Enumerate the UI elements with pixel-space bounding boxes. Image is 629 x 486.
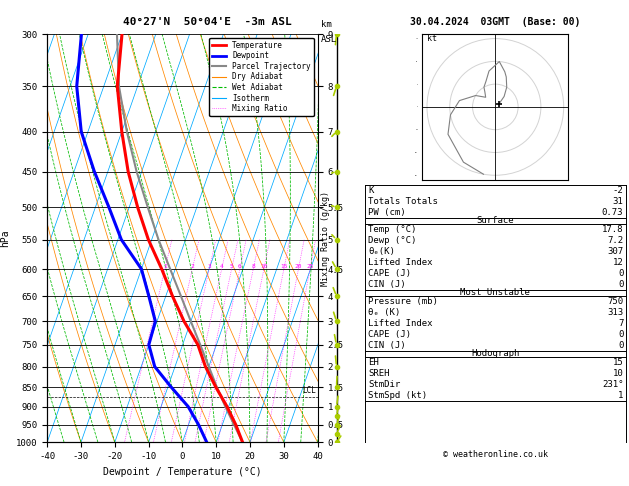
Text: -2: -2 [613,186,623,195]
Text: Most Unstable: Most Unstable [460,288,530,297]
Text: ASL: ASL [321,35,337,44]
Text: PW (cm): PW (cm) [368,208,406,217]
Text: K: K [368,186,374,195]
Text: 10: 10 [613,369,623,378]
Text: CIN (J): CIN (J) [368,280,406,289]
Text: EH: EH [368,358,379,367]
Text: 10: 10 [260,264,268,269]
Text: CAPE (J): CAPE (J) [368,330,411,339]
Text: 8: 8 [252,264,255,269]
Text: 25: 25 [306,264,314,269]
Text: 40°27'N  50°04'E  -3m ASL: 40°27'N 50°04'E -3m ASL [123,17,292,27]
Text: 17.8: 17.8 [602,225,623,234]
Text: 231°: 231° [602,380,623,389]
Text: 15: 15 [613,358,623,367]
Text: 0: 0 [618,341,623,350]
Text: 12: 12 [613,258,623,267]
Text: 0.73: 0.73 [602,208,623,217]
X-axis label: Dewpoint / Temperature (°C): Dewpoint / Temperature (°C) [103,467,262,477]
Text: Lifted Index: Lifted Index [368,319,433,328]
Text: 750: 750 [607,297,623,306]
Text: θₑ (K): θₑ (K) [368,308,400,317]
Text: StmDir: StmDir [368,380,400,389]
Text: Temp (°C): Temp (°C) [368,225,416,234]
Text: 1: 1 [163,264,167,269]
Text: CAPE (J): CAPE (J) [368,269,411,278]
Text: 5: 5 [230,264,233,269]
Text: Lifted Index: Lifted Index [368,258,433,267]
Text: Totals Totals: Totals Totals [368,197,438,206]
Text: 4: 4 [220,264,223,269]
Text: θₑ(K): θₑ(K) [368,247,395,256]
Text: SREH: SREH [368,369,389,378]
Text: 1: 1 [618,391,623,400]
Text: 15: 15 [280,264,287,269]
Text: km: km [321,20,331,29]
Text: 0: 0 [618,280,623,289]
Text: Dewp (°C): Dewp (°C) [368,236,416,244]
Text: Surface: Surface [477,216,514,226]
Y-axis label: hPa: hPa [1,229,11,247]
Text: 2: 2 [191,264,194,269]
Text: Hodograph: Hodograph [471,349,520,359]
Text: 7.2: 7.2 [607,236,623,244]
Text: 7: 7 [618,319,623,328]
Text: 0: 0 [618,330,623,339]
Text: 20: 20 [295,264,302,269]
Text: Mixing Ratio (g/kg): Mixing Ratio (g/kg) [321,191,330,286]
Text: 30.04.2024  03GMT  (Base: 00): 30.04.2024 03GMT (Base: 00) [410,17,581,27]
Text: 31: 31 [613,197,623,206]
Text: 3: 3 [208,264,211,269]
Text: 6: 6 [238,264,242,269]
Text: Pressure (mb): Pressure (mb) [368,297,438,306]
Text: StmSpd (kt): StmSpd (kt) [368,391,427,400]
Text: LCL: LCL [302,386,316,395]
Text: © weatheronline.co.uk: © weatheronline.co.uk [443,450,548,459]
Text: 307: 307 [607,247,623,256]
Text: 0: 0 [618,269,623,278]
Legend: Temperature, Dewpoint, Parcel Trajectory, Dry Adiabat, Wet Adiabat, Isotherm, Mi: Temperature, Dewpoint, Parcel Trajectory… [209,38,314,116]
Text: 313: 313 [607,308,623,317]
Text: CIN (J): CIN (J) [368,341,406,350]
Text: kt: kt [427,34,437,43]
